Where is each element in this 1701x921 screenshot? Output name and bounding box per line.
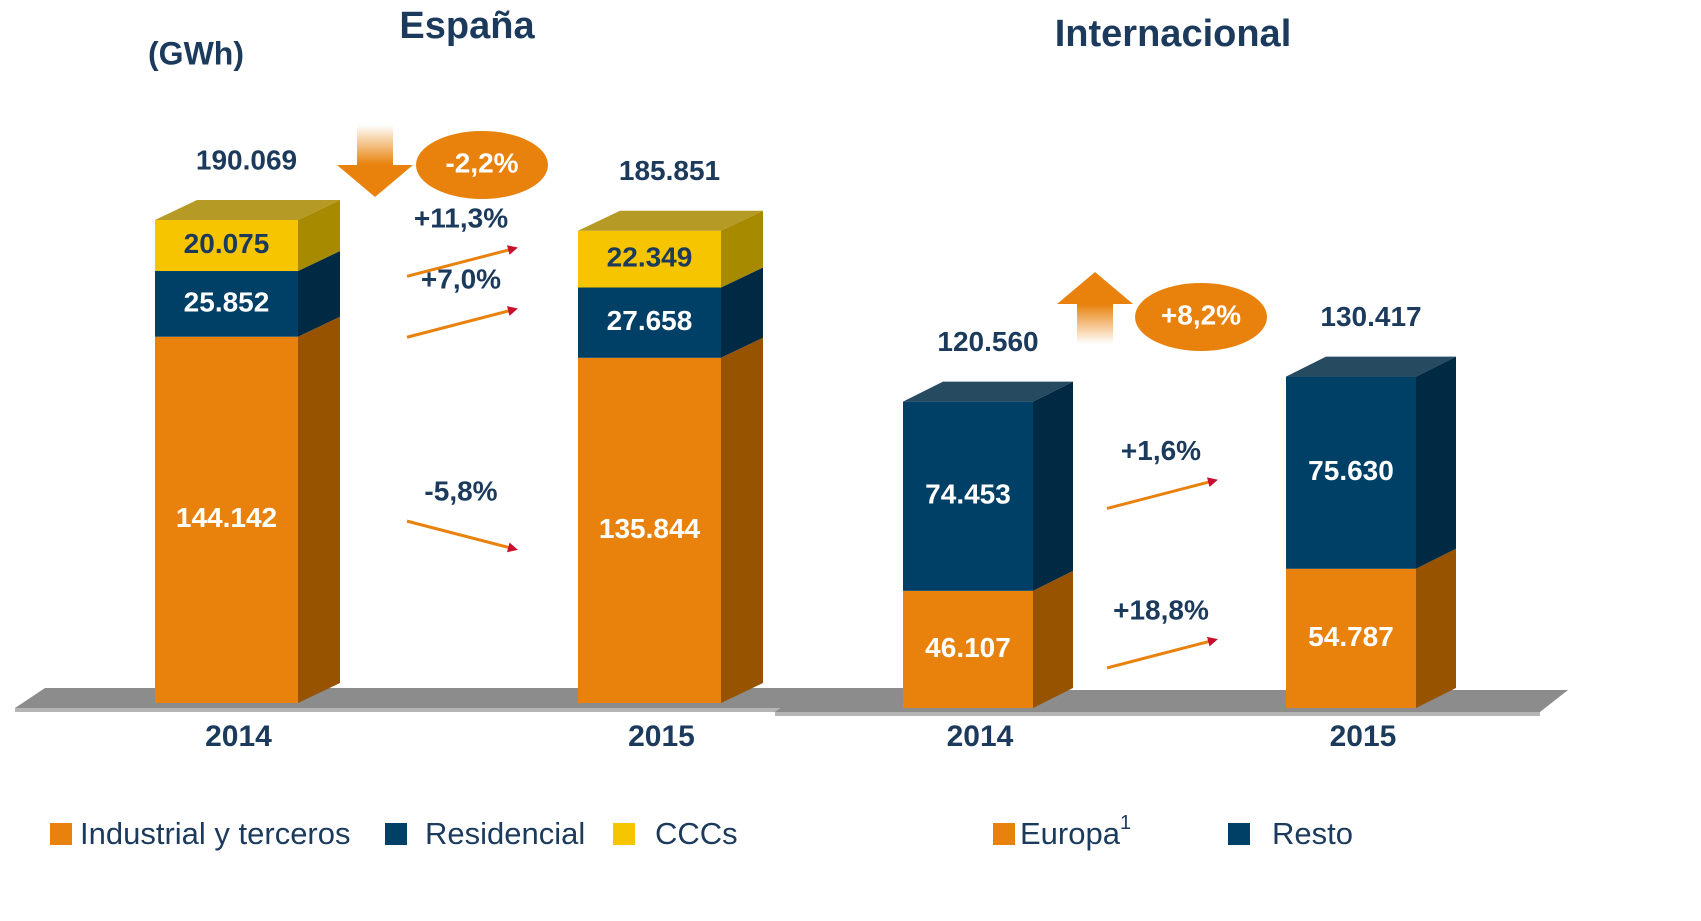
bar-side bbox=[721, 267, 763, 358]
change-label: +18,8% bbox=[1113, 594, 1209, 625]
legend-label: Residencial bbox=[425, 816, 585, 851]
total-change-label: -2,2% bbox=[445, 147, 518, 178]
value-label: 25.852 bbox=[184, 286, 270, 317]
total-label: 130.417 bbox=[1320, 301, 1421, 332]
legend-name: Residencial bbox=[425, 816, 585, 851]
legend-swatch bbox=[613, 823, 635, 845]
value-label: 74.453 bbox=[925, 479, 1011, 510]
bar-side bbox=[298, 316, 340, 703]
value-label: 75.630 bbox=[1308, 455, 1394, 486]
total-change-badge bbox=[1135, 283, 1267, 351]
bar-top bbox=[155, 200, 340, 220]
legend-name: Europa bbox=[1020, 816, 1121, 851]
legend-label: Europa1 bbox=[1020, 812, 1131, 851]
total-label: 120.560 bbox=[937, 326, 1038, 357]
change-arrow bbox=[406, 245, 518, 278]
bar-front bbox=[578, 357, 721, 703]
value-label: 22.349 bbox=[607, 242, 693, 273]
bar-side bbox=[298, 200, 340, 272]
floor-edge bbox=[15, 708, 880, 712]
x-tick-label: 2014 bbox=[947, 720, 1014, 753]
change-arrow bbox=[1106, 477, 1218, 510]
legend-name: CCCs bbox=[655, 816, 738, 851]
bar-front bbox=[578, 287, 721, 358]
change-label: -5,8% bbox=[424, 476, 497, 507]
total-change-arrow bbox=[1057, 272, 1133, 344]
total-label: 190.069 bbox=[196, 144, 297, 175]
legend-label: CCCs bbox=[655, 816, 738, 851]
legend-label: Industrial y terceros bbox=[80, 816, 351, 851]
change-arrow bbox=[1106, 636, 1218, 670]
bar-front bbox=[903, 401, 1033, 591]
legend-swatch bbox=[50, 823, 72, 845]
legend-name: Industrial y terceros bbox=[80, 816, 351, 851]
legend-swatch bbox=[385, 823, 407, 845]
change-arrow bbox=[406, 306, 518, 339]
bar-side bbox=[1416, 356, 1456, 569]
value-label: 20.075 bbox=[184, 228, 270, 259]
value-label: 135.844 bbox=[599, 513, 701, 544]
bar-front bbox=[155, 271, 298, 337]
bar-front bbox=[155, 220, 298, 272]
change-label: +11,3% bbox=[414, 203, 508, 234]
bar-segment bbox=[1286, 548, 1456, 708]
legend-footnote: 1 bbox=[1120, 812, 1131, 834]
x-tick-label: 2015 bbox=[628, 720, 695, 753]
value-label: 46.107 bbox=[925, 632, 1011, 663]
bar-front bbox=[1286, 568, 1416, 708]
change-label: +1,6% bbox=[1121, 435, 1201, 466]
legend-name: Resto bbox=[1272, 816, 1353, 851]
bar-segment bbox=[578, 210, 763, 288]
chart-title: Internacional bbox=[1055, 13, 1292, 55]
value-label: 54.787 bbox=[1308, 621, 1394, 652]
bar-side bbox=[1416, 548, 1456, 708]
bar-segment bbox=[1286, 356, 1456, 569]
total-label: 185.851 bbox=[619, 155, 720, 186]
x-tick-label: 2014 bbox=[205, 720, 272, 753]
legend-swatch bbox=[1228, 823, 1250, 845]
chart-title: España bbox=[399, 5, 535, 47]
x-tick-label: 2015 bbox=[1330, 720, 1397, 753]
floor-edge bbox=[775, 712, 1540, 716]
bar-segment bbox=[155, 200, 340, 272]
floor bbox=[775, 690, 1568, 712]
unit-label: (GWh) bbox=[148, 35, 244, 71]
value-label: 144.142 bbox=[176, 502, 277, 533]
value-label: 27.658 bbox=[607, 305, 693, 336]
total-change-label: +8,2% bbox=[1161, 299, 1241, 330]
bar-top bbox=[903, 381, 1073, 402]
bar-segment bbox=[578, 337, 763, 703]
bar-top bbox=[1286, 356, 1456, 377]
bar-segment bbox=[155, 316, 340, 703]
bar-front bbox=[155, 336, 298, 703]
total-change-badge bbox=[416, 131, 548, 199]
change-arrow bbox=[406, 519, 518, 553]
bar-side bbox=[721, 210, 763, 288]
bar-side bbox=[298, 251, 340, 337]
total-change-arrow bbox=[337, 125, 413, 197]
bar-top bbox=[578, 210, 763, 231]
bar-segment bbox=[903, 381, 1073, 591]
bar-side bbox=[721, 337, 763, 703]
floor bbox=[15, 688, 905, 708]
legend-swatch bbox=[993, 823, 1015, 845]
legend-label: Resto bbox=[1272, 816, 1353, 851]
bar-side bbox=[1033, 381, 1073, 591]
bar-front bbox=[903, 590, 1033, 708]
bar-segment bbox=[903, 570, 1073, 708]
bar-front bbox=[1286, 376, 1416, 569]
bar-front bbox=[578, 230, 721, 288]
bar-segment bbox=[155, 251, 340, 337]
bar-side bbox=[1033, 570, 1073, 708]
bar-segment bbox=[578, 267, 763, 358]
